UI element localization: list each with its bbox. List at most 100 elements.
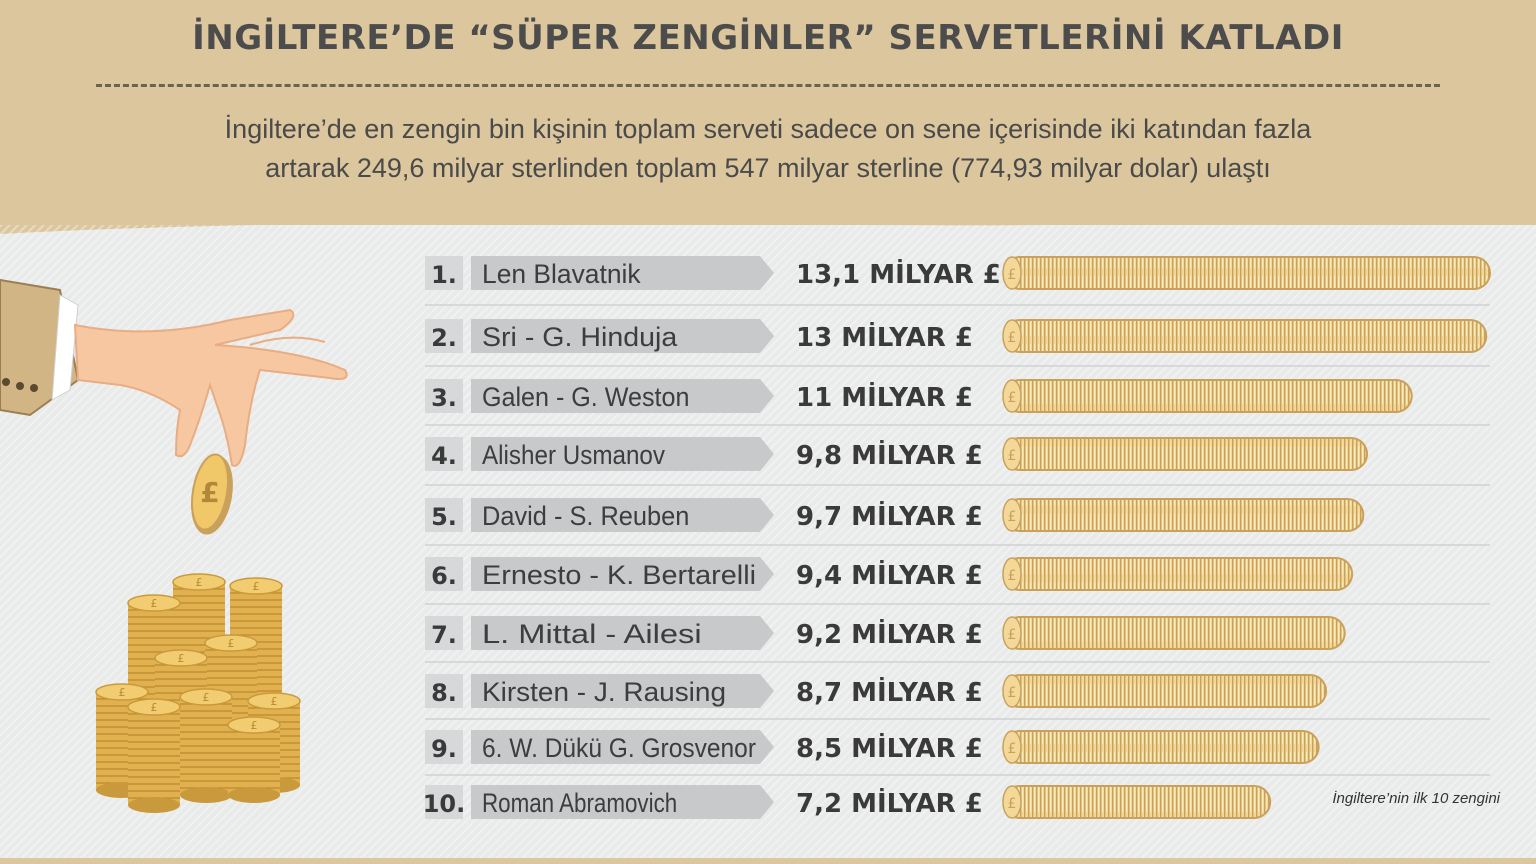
rank-box bbox=[425, 730, 463, 764]
rank-box bbox=[425, 785, 463, 819]
svg-text:£: £ bbox=[1008, 568, 1017, 584]
title-divider bbox=[96, 84, 1440, 87]
svg-text:£: £ bbox=[151, 597, 158, 610]
value-label: 7,2 MİLYAR £ bbox=[796, 787, 983, 819]
value-label: 8,5 MİLYAR £ bbox=[796, 732, 983, 764]
rank-box bbox=[425, 616, 463, 650]
svg-text:£: £ bbox=[196, 576, 203, 589]
bar: £ bbox=[1002, 256, 1491, 290]
bar: £ bbox=[1002, 730, 1320, 764]
svg-text:£: £ bbox=[1008, 685, 1017, 701]
name-tab bbox=[471, 498, 774, 532]
bar: £ bbox=[1002, 785, 1272, 819]
value-label: 9,2 MİLYAR £ bbox=[796, 618, 983, 650]
category-label: Ernesto - K. Bertarelli bbox=[482, 560, 756, 590]
category-label: L. Mittal - Ailesi bbox=[482, 619, 702, 649]
bar: £ bbox=[1002, 557, 1354, 591]
rank-box bbox=[425, 674, 463, 708]
svg-text:£: £ bbox=[1008, 796, 1017, 812]
rank-label: 7. bbox=[431, 621, 457, 649]
bar: £ bbox=[1002, 437, 1369, 471]
value-label: 11 MİLYAR £ bbox=[796, 381, 973, 413]
rank-label: 4. bbox=[431, 442, 457, 470]
coin-stack: £ bbox=[127, 698, 181, 813]
rank-box bbox=[425, 319, 463, 353]
svg-text:£: £ bbox=[271, 695, 278, 708]
svg-text:£: £ bbox=[1008, 509, 1017, 525]
category-label: David - S. Reuben bbox=[482, 501, 689, 531]
svg-text:£: £ bbox=[203, 691, 210, 704]
category-label: Galen - G. Weston bbox=[482, 382, 689, 412]
rank-label: 5. bbox=[431, 503, 457, 531]
name-tab bbox=[471, 730, 774, 764]
header-band bbox=[0, 0, 1536, 225]
svg-text:£: £ bbox=[1008, 267, 1017, 283]
svg-text:£: £ bbox=[1008, 627, 1017, 643]
coin-stack: £ bbox=[179, 688, 233, 803]
rank-box bbox=[425, 498, 463, 532]
value-label: 9,4 MİLYAR £ bbox=[796, 559, 983, 591]
value-label: 9,8 MİLYAR £ bbox=[796, 439, 983, 471]
name-tab bbox=[471, 557, 774, 591]
svg-text:£: £ bbox=[1008, 741, 1017, 757]
chart-row: 10. Roman Abramovich 7,2 MİLYAR £ £ bbox=[423, 785, 1272, 819]
header-wave bbox=[0, 200, 1536, 234]
subtitle-line-2: artarak 249,6 milyar sterlinden toplam 5… bbox=[265, 153, 1271, 183]
chart-row: 3. Galen - G. Weston 11 MİLYAR £ £ bbox=[425, 379, 1490, 426]
name-tab bbox=[471, 616, 774, 650]
subtitle: İngiltere’de en zengin bin kişinin topla… bbox=[100, 110, 1436, 188]
svg-text:£: £ bbox=[228, 637, 235, 650]
name-tab bbox=[471, 319, 774, 353]
rank-label: 8. bbox=[431, 679, 457, 707]
chart-row: 8. Kirsten - J. Rausing 8,7 MİLYAR £ £ bbox=[425, 674, 1490, 720]
bar: £ bbox=[1002, 379, 1413, 413]
name-tab bbox=[471, 785, 774, 819]
chart-row: 5. David - S. Reuben 9,7 MİLYAR £ £ bbox=[425, 498, 1490, 546]
chart-row: 4. Alisher Usmanov 9,8 MİLYAR £ £ bbox=[425, 437, 1490, 486]
name-tab bbox=[471, 674, 774, 708]
category-label: Roman Abramovich bbox=[482, 788, 677, 818]
value-label: 9,7 MİLYAR £ bbox=[796, 500, 983, 532]
bar: £ bbox=[1002, 616, 1346, 650]
svg-text:£: £ bbox=[119, 686, 126, 699]
rank-label: 1. bbox=[431, 261, 457, 289]
category-label: 6. W. Dükü G. Grosvenor bbox=[482, 733, 756, 763]
category-label: Alisher Usmanov bbox=[482, 440, 665, 470]
category-label: Kirsten - J. Rausing bbox=[482, 677, 726, 707]
category-label: Sri - G. Hinduja bbox=[482, 322, 678, 352]
rank-label: 3. bbox=[431, 384, 457, 412]
value-label: 13 MİLYAR £ bbox=[796, 321, 973, 353]
rank-box bbox=[425, 557, 463, 591]
rank-label: 2. bbox=[431, 324, 457, 352]
svg-text:£: £ bbox=[200, 476, 219, 509]
rank-label: 6. bbox=[431, 562, 457, 590]
rank-label: 9. bbox=[431, 735, 457, 763]
svg-text:£: £ bbox=[253, 580, 260, 593]
name-tab bbox=[471, 256, 774, 290]
value-label: 13,1 MİLYAR £ bbox=[796, 258, 1001, 290]
value-label: 8,7 MİLYAR £ bbox=[796, 676, 983, 708]
coin-stacks-icon: £ £ £ £ £ £ £ £ £ £ bbox=[95, 573, 301, 813]
name-tab bbox=[471, 437, 774, 471]
chart-row: 9. 6. W. Dükü G. Grosvenor 8,5 MİLYAR £ £ bbox=[425, 730, 1490, 776]
svg-text:£: £ bbox=[1008, 448, 1017, 464]
rank-box bbox=[425, 256, 463, 290]
svg-text:£: £ bbox=[178, 652, 185, 665]
page-title: İNGİLTERE’DE “SÜPER ZENGİNLER” SERVETLER… bbox=[192, 18, 1344, 58]
svg-text:£: £ bbox=[1008, 330, 1017, 346]
rank-label: 10. bbox=[423, 790, 466, 818]
rank-box bbox=[425, 437, 463, 471]
bottom-band bbox=[0, 858, 1536, 864]
chart-row: 2. Sri - G. Hinduja 13 MİLYAR £ £ bbox=[425, 319, 1490, 367]
hand-dropping-coin-icon: £ bbox=[0, 278, 348, 535]
coin-stack: £ bbox=[227, 716, 281, 803]
category-label: Len Blavatnik bbox=[482, 259, 641, 289]
svg-text:£: £ bbox=[251, 719, 258, 732]
name-tab bbox=[471, 379, 774, 413]
chart-row: 1. Len Blavatnik 13,1 MİLYAR £ £ bbox=[425, 256, 1491, 306]
bar: £ bbox=[1002, 319, 1488, 353]
subtitle-line-1: İngiltere’de en zengin bin kişinin topla… bbox=[224, 114, 1312, 144]
bar: £ bbox=[1002, 674, 1328, 708]
falling-coin-icon: £ bbox=[191, 453, 233, 535]
